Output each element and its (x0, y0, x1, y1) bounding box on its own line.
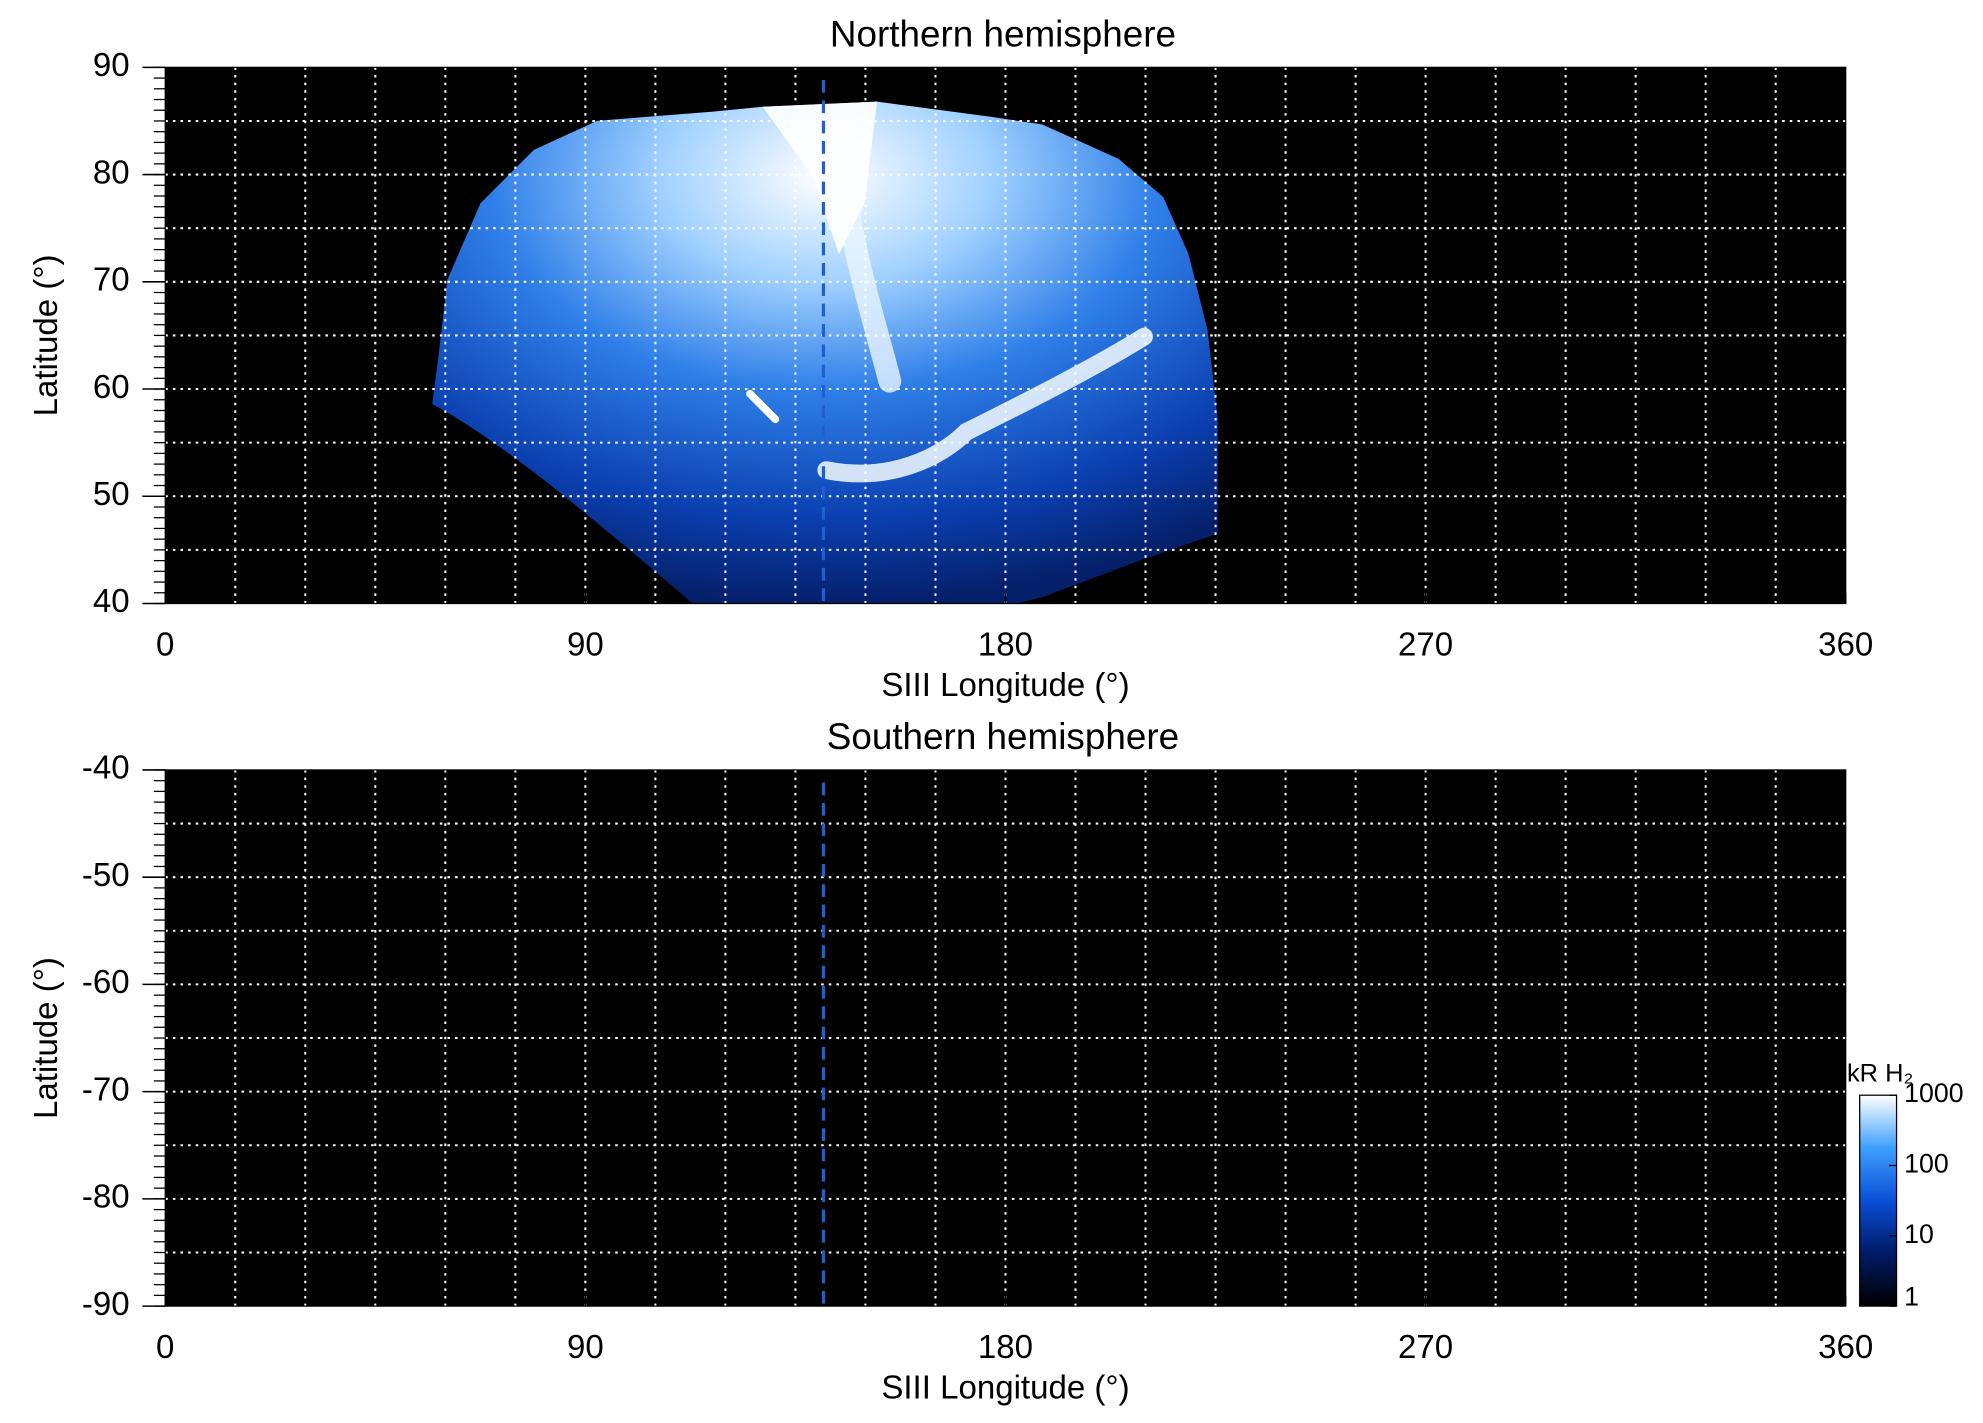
aurora-oval (817, 327, 1153, 483)
y-tick-label: -60 (82, 964, 130, 1001)
x-axis-label: SIII Longitude (°) (881, 1370, 1129, 1407)
x-tick-label: 270 (1398, 626, 1453, 663)
y-tick-label: 70 (93, 262, 130, 299)
y-tick-label: 50 (93, 476, 130, 513)
x-axis-label: SIII Longitude (°) (881, 667, 1129, 704)
y-tick-label: 40 (93, 583, 130, 620)
x-tick-label: 90 (567, 1329, 604, 1366)
colorbar-tick-label: 1000 (1904, 1078, 1963, 1108)
y-tick-label: 80 (93, 154, 130, 191)
y-tick-label: -70 (82, 1071, 130, 1108)
y-axis-label: Latitude (°) (28, 254, 65, 416)
y-tick-label: -90 (82, 1286, 130, 1323)
x-tick-label: 360 (1818, 1329, 1873, 1366)
x-tick-label: 90 (567, 626, 604, 663)
aurora-spot (746, 390, 780, 424)
colorbar-tick-label: 10 (1904, 1219, 1934, 1249)
x-tick-label: 0 (156, 1329, 174, 1366)
y-tick-label: 90 (93, 47, 130, 84)
colorbar-tick-label: 1 (1904, 1282, 1919, 1312)
y-tick-label: -80 (82, 1179, 130, 1216)
x-tick-label: 270 (1398, 1329, 1453, 1366)
x-tick-label: 360 (1818, 626, 1873, 663)
y-axis-label: Latitude (°) (28, 957, 65, 1119)
y-tick-label: -40 (82, 750, 130, 787)
y-tick-label: -50 (82, 857, 130, 894)
colorbar-tick-label: 100 (1904, 1149, 1949, 1179)
y-tick-label: 60 (93, 369, 130, 406)
chart-title: Northern hemisphere (830, 14, 1176, 55)
x-tick-label: 0 (156, 626, 174, 663)
x-tick-label: 180 (978, 626, 1033, 663)
aurora-cap (762, 101, 878, 255)
colorbar-label: kR H₂ (1847, 1060, 1913, 1088)
chart-title: Southern hemisphere (827, 716, 1179, 757)
colorbar (1859, 1094, 1898, 1307)
x-tick-label: 180 (978, 1329, 1033, 1366)
